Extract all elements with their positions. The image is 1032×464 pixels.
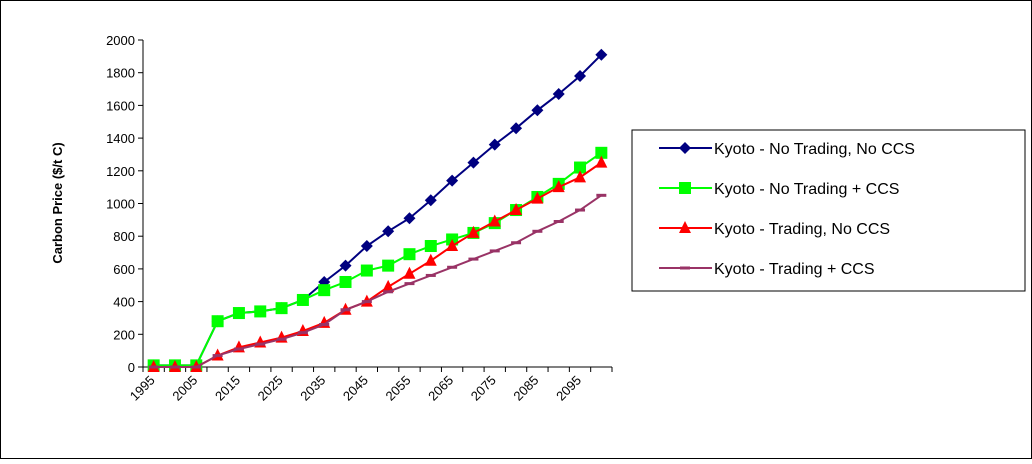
data-point (254, 305, 267, 318)
legend-label: Kyoto - No Trading + CCS (714, 181, 899, 198)
data-point (382, 259, 395, 272)
data-point (595, 155, 608, 168)
series-line (153, 194, 602, 368)
data-point (382, 225, 395, 238)
data-point (318, 284, 331, 297)
data-point (510, 203, 523, 216)
data-point (488, 138, 501, 151)
data-point (275, 302, 288, 315)
data-point (339, 275, 352, 288)
legend-marker (679, 221, 691, 233)
y-tick-label: 1600 (106, 98, 135, 113)
legend-label: Kyoto - Trading, No CCS (714, 221, 890, 238)
data-point (595, 146, 608, 159)
data-point (360, 264, 373, 277)
data-point (403, 248, 416, 261)
data-point (232, 307, 245, 320)
legend-label: Kyoto - Trading + CCS (714, 261, 875, 278)
y-tick-label: 800 (113, 229, 135, 244)
y-tick-label: 1000 (106, 197, 135, 212)
y-tick-label: 2000 (106, 33, 135, 48)
y-tick-label: 0 (128, 360, 135, 375)
y-tick-label: 400 (113, 295, 135, 310)
legend-box (631, 129, 1026, 292)
data-point (211, 315, 224, 328)
data-point (296, 293, 309, 306)
data-point (403, 266, 416, 279)
data-point (424, 240, 437, 253)
y-tick-label: 1400 (106, 131, 135, 146)
data-point (531, 191, 544, 204)
data-point (360, 240, 373, 253)
data-point (424, 194, 437, 207)
data-point (467, 156, 480, 169)
data-point (531, 104, 544, 117)
y-tick-label: 200 (113, 327, 135, 342)
y-tick-label: 1200 (106, 164, 135, 179)
y-tick-label: 1800 (106, 66, 135, 81)
data-point (382, 279, 395, 292)
legend-marker (679, 142, 691, 154)
data-point (510, 122, 523, 135)
y-axis-title: Carbon Price ($/t C) (50, 142, 65, 263)
data-point (552, 87, 565, 100)
y-tick-label: 600 (113, 262, 135, 277)
data-point (467, 225, 480, 238)
data-point (488, 214, 501, 227)
data-point (552, 180, 565, 193)
legend-marker (679, 182, 691, 194)
data-point (446, 174, 459, 187)
data-point (574, 161, 587, 174)
data-point (403, 212, 416, 225)
data-point (574, 69, 587, 82)
data-point (595, 48, 608, 61)
data-point (424, 253, 437, 266)
data-point (446, 239, 459, 252)
data-point (339, 259, 352, 272)
legend-label: Kyoto - No Trading, No CCS (714, 141, 915, 158)
data-point (574, 170, 587, 183)
